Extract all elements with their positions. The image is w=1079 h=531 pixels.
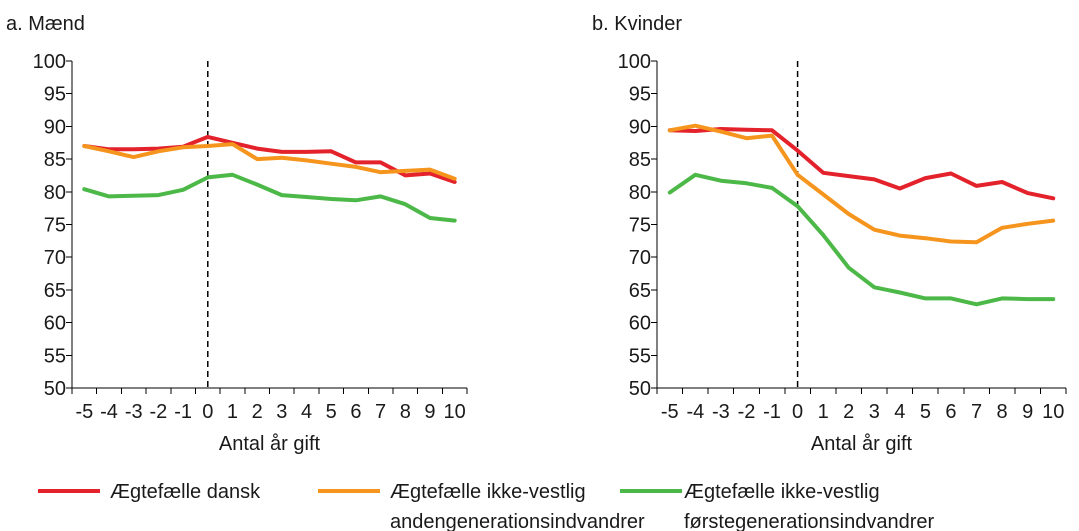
series-line-0: [667, 127, 1056, 201]
x-tick-label: 10: [1042, 401, 1064, 423]
series-line-2: [667, 172, 1056, 307]
y-tick-label: 60: [44, 313, 66, 335]
y-tick-label: 95: [629, 84, 651, 106]
x-tick-label: -1: [763, 401, 781, 423]
x-tick-label: -5: [661, 401, 679, 423]
x-tick-label: 7: [971, 401, 982, 423]
legend-label: Ægtefælle ikke-vestlig: [390, 481, 586, 503]
y-tick-label: 70: [629, 247, 651, 269]
legend-label: andengenerationsindvandrer: [390, 511, 645, 531]
y-tick-label: 55: [629, 345, 651, 367]
series-line-1: [82, 142, 457, 181]
x-tick-label: 3: [276, 401, 287, 423]
x-tick-label: 2: [252, 401, 263, 423]
y-tick-label: 70: [44, 247, 66, 269]
x-tick-label: -4: [686, 401, 704, 423]
panel-title: a. Mænd: [6, 13, 85, 35]
y-tick-label: 100: [618, 51, 651, 73]
legend-label: Ægtefælle ikke-vestlig: [684, 481, 880, 503]
y-tick-label: 65: [44, 280, 66, 302]
y-tick-label: 60: [629, 313, 651, 335]
y-tick-label: 55: [44, 345, 66, 367]
x-tick-label: 3: [869, 401, 880, 423]
x-tick-label: 0: [792, 401, 803, 423]
y-tick-label: 80: [629, 182, 651, 204]
x-tick-label: 1: [227, 401, 238, 423]
y-tick-label: 90: [44, 116, 66, 138]
y-tick-label: 50: [629, 378, 651, 400]
x-tick-label: 10: [444, 401, 466, 423]
x-tick-label: -3: [712, 401, 730, 423]
x-tick-label: 9: [1022, 401, 1033, 423]
y-tick-label: 90: [629, 116, 651, 138]
x-tick-label: 8: [400, 401, 411, 423]
x-tick-label: -2: [738, 401, 756, 423]
x-tick-label: 6: [945, 401, 956, 423]
series-line-1: [667, 123, 1056, 245]
x-tick-label: 4: [894, 401, 905, 423]
series-line-0: [82, 134, 457, 184]
y-tick-label: 85: [629, 149, 651, 171]
y-tick-label: 80: [44, 182, 66, 204]
x-tick-label: 0: [202, 401, 213, 423]
x-tick-label: 2: [843, 401, 854, 423]
y-tick-label: 100: [33, 51, 66, 73]
legend-label: Ægtefælle dansk: [110, 481, 261, 503]
x-tick-label: 9: [424, 401, 435, 423]
panel-title: b. Kvinder: [592, 13, 682, 35]
x-tick-label: 4: [301, 401, 312, 423]
x-axis-title: Antal år gift: [219, 433, 321, 455]
x-tick-label: -1: [174, 401, 192, 423]
y-tick-label: 75: [44, 215, 66, 237]
y-tick-label: 75: [629, 215, 651, 237]
x-tick-label: -2: [150, 401, 168, 423]
x-tick-label: 5: [920, 401, 931, 423]
x-tick-label: 1: [818, 401, 829, 423]
x-axis-title: Antal år gift: [811, 433, 913, 455]
x-tick-label: 8: [997, 401, 1008, 423]
x-tick-label: -5: [75, 401, 93, 423]
x-tick-label: 6: [350, 401, 361, 423]
y-tick-label: 85: [44, 149, 66, 171]
y-tick-label: 95: [44, 84, 66, 106]
x-tick-label: -4: [100, 401, 118, 423]
legend-label: førstegenerationsindvandrer: [684, 511, 934, 531]
legend: Ægtefælle dansk Ægtefælle ikke-vestlig and…: [38, 481, 934, 531]
x-tick-label: 5: [326, 401, 337, 423]
y-tick-label: 50: [44, 378, 66, 400]
series-line-2: [82, 172, 457, 223]
y-tick-label: 65: [629, 280, 651, 302]
x-tick-label: -3: [125, 401, 143, 423]
x-tick-label: 7: [375, 401, 386, 423]
